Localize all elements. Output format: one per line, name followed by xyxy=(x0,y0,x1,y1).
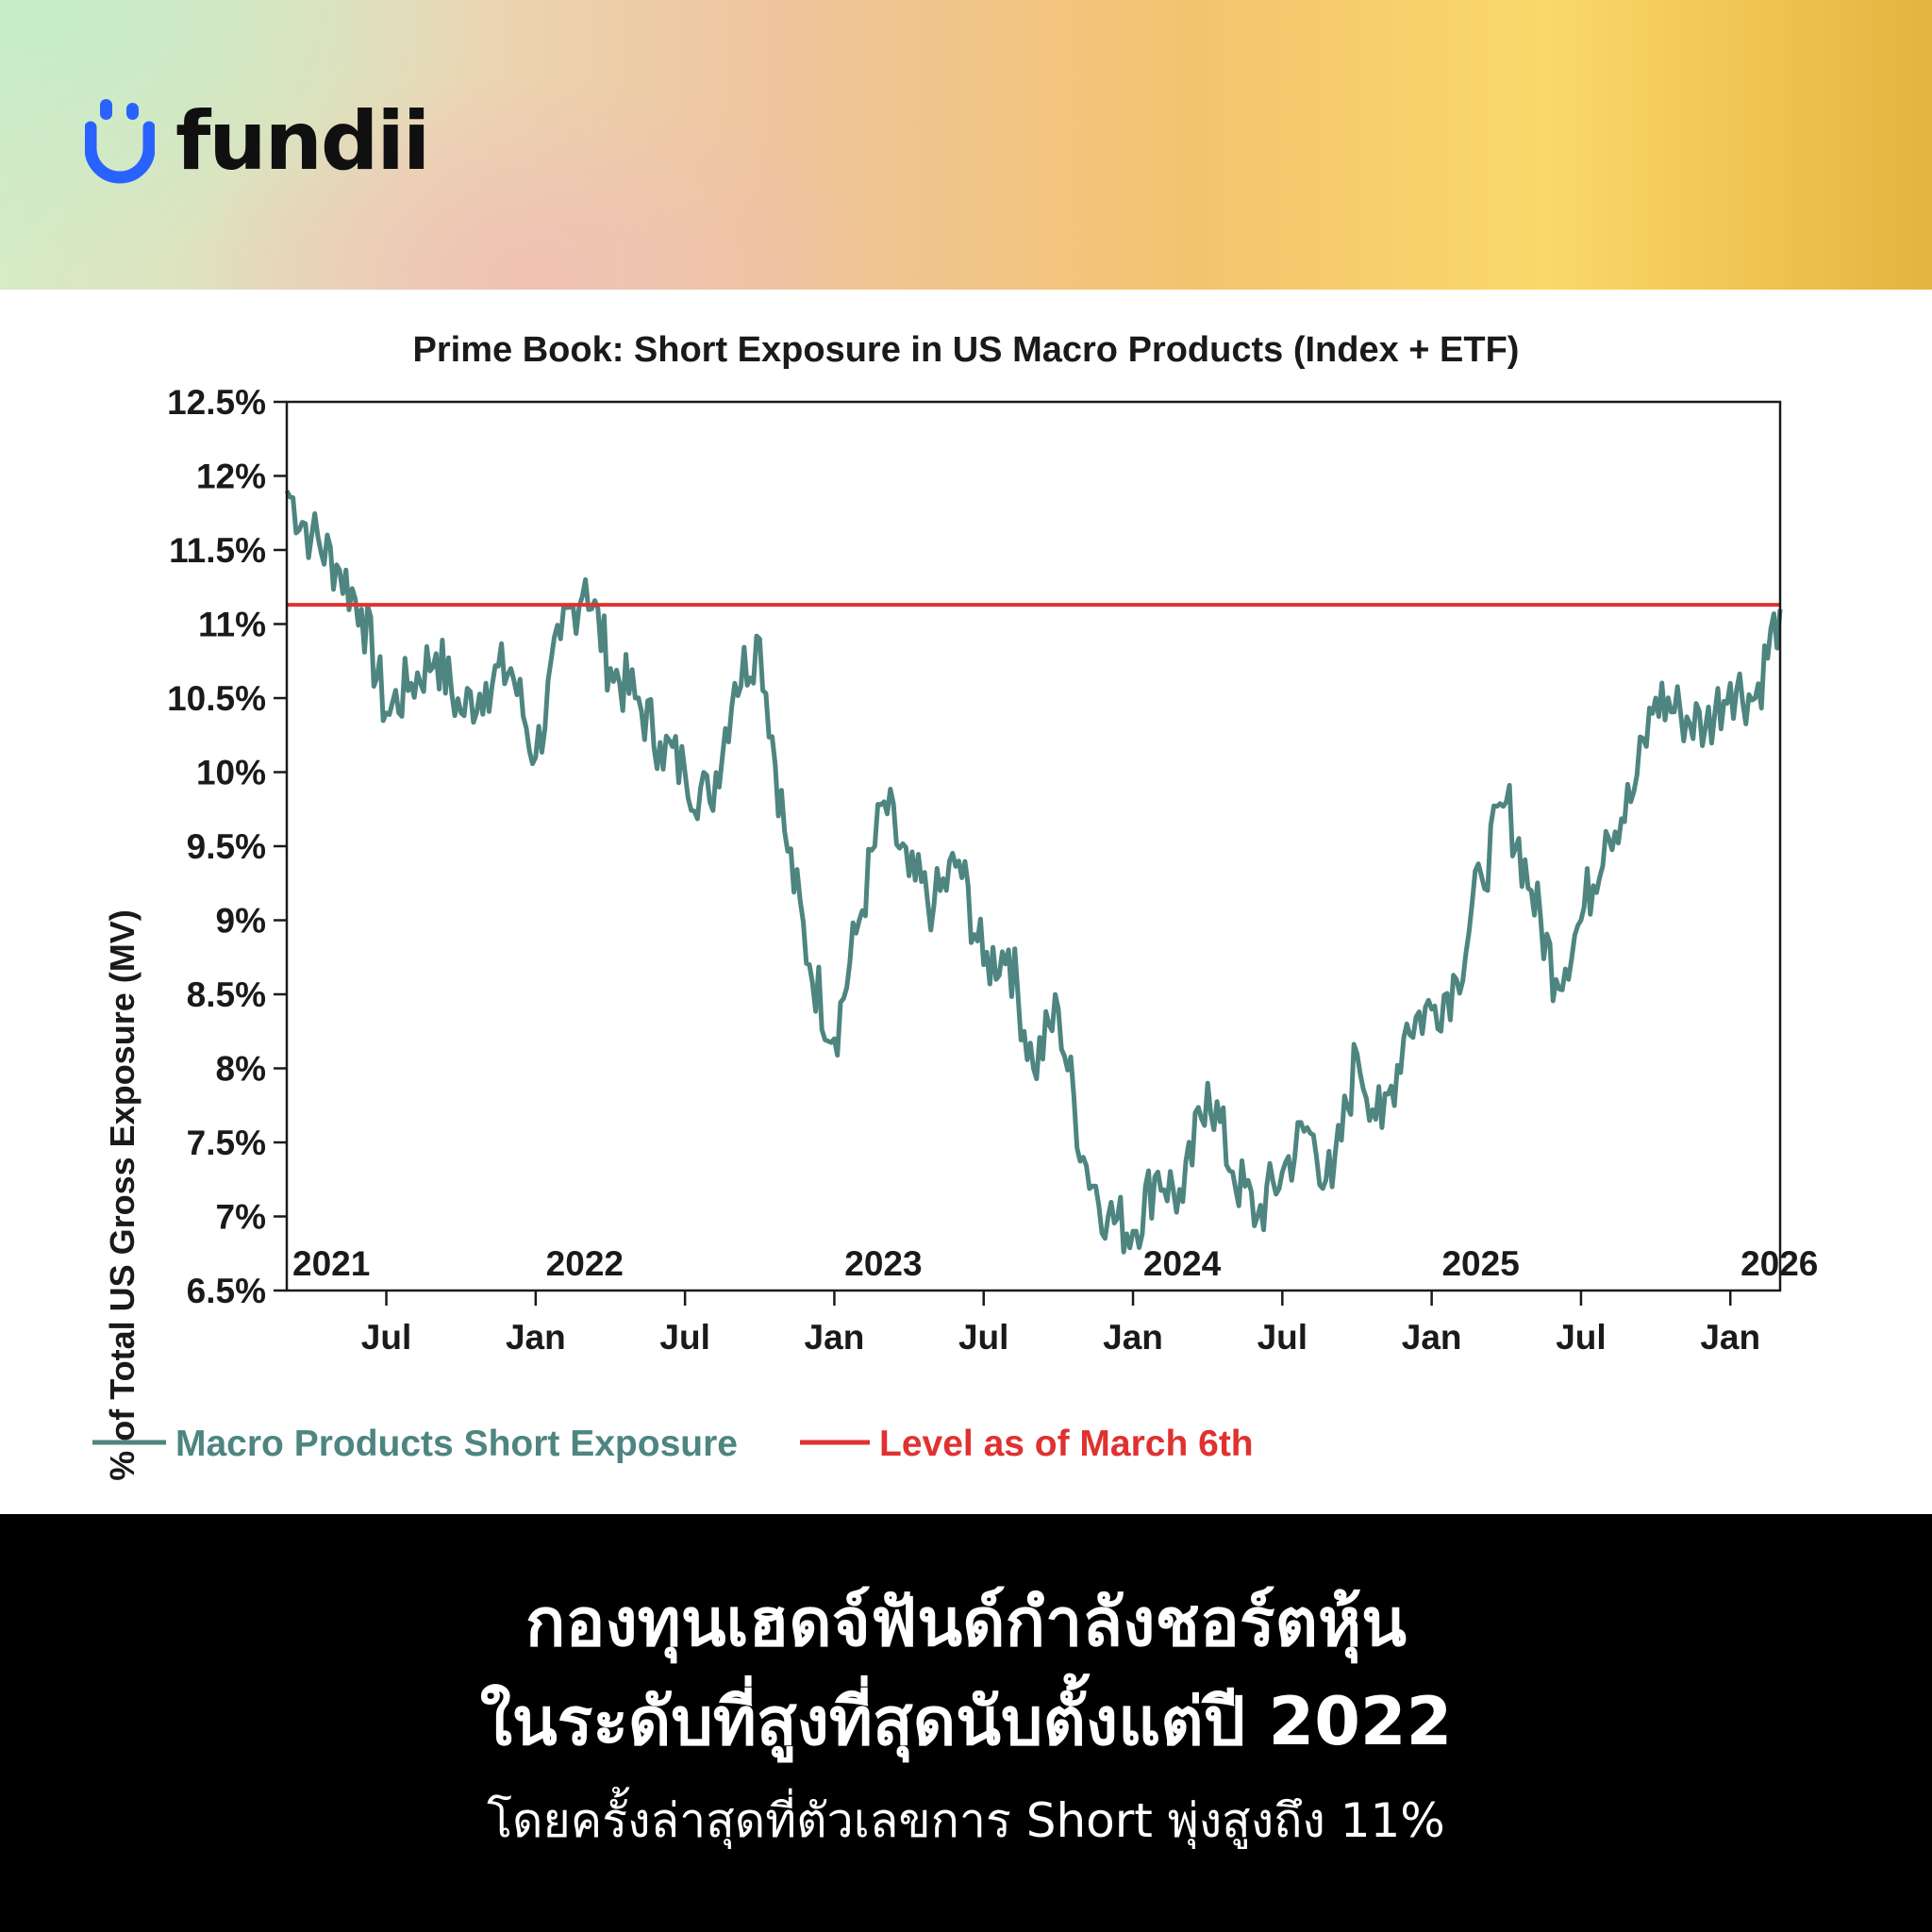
series-line-macro-products-short-exposure xyxy=(284,490,1783,1255)
x-month-label: Jan xyxy=(1103,1318,1163,1357)
y-tick-label: 6.5% xyxy=(187,1272,266,1310)
line-chart: Prime Book: Short Exposure in US Macro P… xyxy=(92,330,1818,1481)
x-month-label: Jan xyxy=(506,1318,566,1357)
x-month-label: Jul xyxy=(659,1318,709,1357)
y-tick-label: 8.5% xyxy=(187,975,266,1014)
legend-label-level-march-6: Level as of March 6th xyxy=(879,1424,1254,1464)
x-year-label: 2021 xyxy=(292,1244,370,1283)
logo: fundii xyxy=(85,94,430,189)
y-tick-label: 10% xyxy=(196,754,266,792)
caption-subline: โดยครั้งล่าสุดที่ตัวเลขการ Short พุ่งสูง… xyxy=(487,1793,1445,1848)
header-banner: fundii xyxy=(0,0,1932,290)
y-tick-label: 9.5% xyxy=(187,827,266,866)
x-year-label: 2024 xyxy=(1143,1244,1222,1283)
x-month-label: Jul xyxy=(1257,1318,1307,1357)
x-year-label: 2022 xyxy=(546,1244,624,1283)
legend-label-macro-products: Macro Products Short Exposure xyxy=(175,1424,738,1464)
caption-headline-line-2: ในระดับที่สูงที่สุดนับตั้งแต่ปี 2022 xyxy=(479,1683,1453,1760)
y-tick-label: 10.5% xyxy=(167,679,266,718)
caption-headline-line-1: กองทุนเฮดจ์ฟันด์กำลังชอร์ตหุ้น xyxy=(525,1584,1407,1661)
plot-frame xyxy=(285,400,1782,1292)
y-tick-label: 8% xyxy=(216,1050,266,1089)
x-month-label: Jan xyxy=(1402,1318,1462,1357)
x-month-label: Jul xyxy=(1556,1318,1606,1357)
y-tick-label: 7.5% xyxy=(187,1124,266,1162)
y-axis-ticks: 6.5% 7% 7.5% 8% 8.5% 9% 9.5% 10% 10.5% 11% 11.5% 12… xyxy=(167,383,287,1310)
x-month-label: Jan xyxy=(805,1318,865,1357)
x-year-label: 2023 xyxy=(844,1244,922,1283)
y-axis-label: % of Total US Gross Exposure (MV) xyxy=(103,909,142,1480)
x-month-label: Jan xyxy=(1700,1318,1760,1357)
chart-area: Prime Book: Short Exposure in US Macro P… xyxy=(0,290,1932,1514)
y-tick-label: 11% xyxy=(198,606,266,644)
y-tick-label: 12% xyxy=(196,458,266,496)
x-month-label: Jul xyxy=(958,1318,1008,1357)
series-layer xyxy=(284,490,1783,1255)
y-tick-label: 9% xyxy=(216,902,266,941)
legend: Macro Products Short Exposure Level as o… xyxy=(92,1424,1254,1464)
y-tick-label: 11.5% xyxy=(169,531,266,570)
fundii-logo-icon xyxy=(85,99,155,184)
x-month-label: Jul xyxy=(361,1318,411,1357)
x-year-label: 2025 xyxy=(1441,1244,1519,1283)
y-tick-label: 12.5% xyxy=(167,383,266,422)
footer-caption: กองทุนเฮดจ์ฟันด์กำลังชอร์ตหุ้น ในระดับที… xyxy=(0,1514,1932,1932)
chart-title: Prime Book: Short Exposure in US Macro P… xyxy=(413,330,1520,370)
logo-wordmark: fundii xyxy=(175,94,430,189)
y-tick-label: 7% xyxy=(216,1198,266,1237)
